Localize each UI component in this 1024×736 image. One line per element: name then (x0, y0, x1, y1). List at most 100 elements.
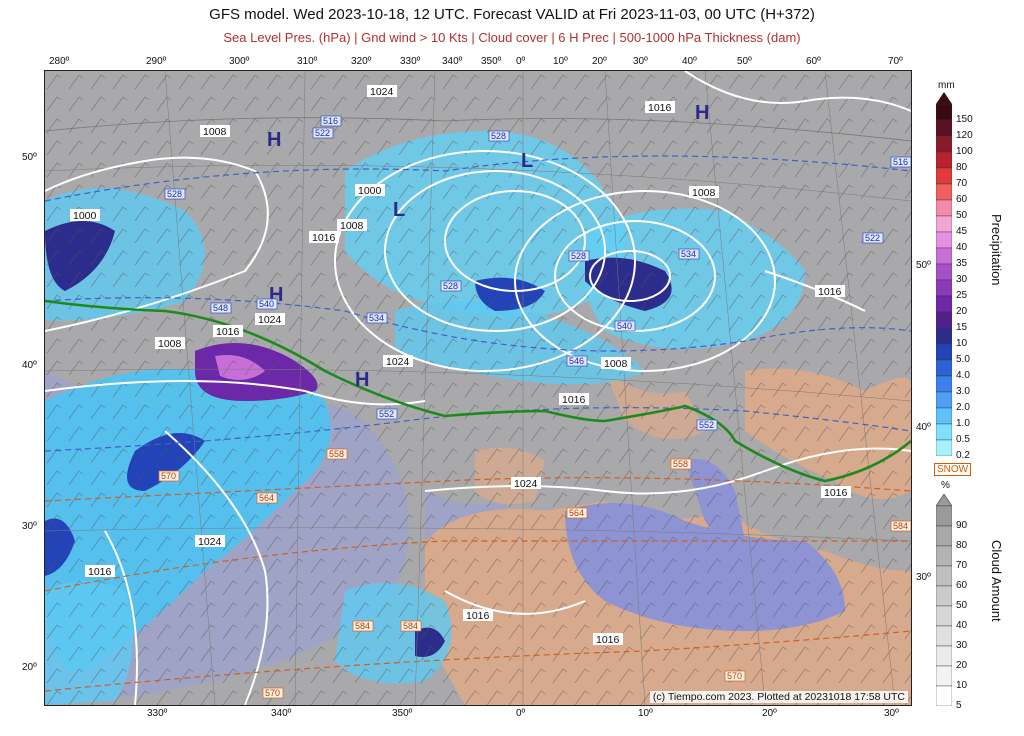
high-pressure-marker: H (695, 102, 709, 124)
isobar-label: 1008 (604, 358, 628, 370)
colorbar-swatch (936, 359, 952, 377)
snow-label: SNOW (934, 463, 972, 476)
thickness-label: 522 (315, 128, 330, 138)
colorbar-swatch (936, 625, 952, 647)
colorbar-swatch (936, 525, 952, 547)
colorbar-swatch (936, 151, 952, 169)
thickness-label: 534 (681, 249, 696, 259)
colorbar-level-label: 50 (956, 600, 968, 611)
isobar-label: 1008 (340, 220, 364, 232)
top-tick: 60º (806, 56, 821, 67)
thickness-label: 584 (355, 621, 370, 631)
colorbar-level-label: 45 (956, 226, 968, 237)
colorbar-level-label: 2.0 (956, 402, 970, 413)
isobar-label: 1024 (198, 536, 222, 548)
isobar-label: 1024 (370, 86, 394, 98)
colorbar-swatch (936, 565, 952, 587)
cloud-unit: % (941, 480, 950, 491)
thickness-label: 558 (329, 449, 344, 459)
colorbar-swatch (936, 505, 952, 527)
top-tick: 30º (633, 56, 648, 67)
colorbar-level-label: 3.0 (956, 386, 970, 397)
isobar-label: 1008 (692, 187, 716, 199)
colorbar-level-label: 40 (956, 242, 968, 253)
isobar-label: 1000 (358, 185, 382, 197)
colorbar-swatch (936, 135, 952, 153)
copyright-credit: (c) Tiempo.com 2023. Plotted at 20231018… (649, 691, 908, 703)
colorbar-swatch (936, 343, 952, 361)
colorbar-swatch (936, 439, 952, 456)
thickness-label: 516 (323, 116, 338, 126)
thickness-label: 548 (213, 303, 228, 313)
thickness-label: 564 (569, 508, 584, 518)
isobar-label: 1016 (824, 487, 848, 499)
colorbar-swatch (936, 311, 952, 329)
left-tick: 50º (22, 152, 37, 163)
isobar-label: 1016 (312, 232, 336, 244)
bottom-tick: 20º (762, 708, 777, 719)
colorbar-level-label: 5 (956, 700, 962, 711)
colorbar-swatch (936, 423, 952, 441)
colorbar-level-label: 0.2 (956, 450, 970, 461)
colorbar-level-label: 40 (956, 620, 968, 631)
colorbar-level-label: 20 (956, 660, 968, 671)
colorbar-swatch (936, 665, 952, 687)
bottom-tick: 10º (638, 708, 653, 719)
thickness-label: 570 (727, 671, 742, 681)
isobar-label: 1024 (514, 478, 538, 490)
precip-colorbar (936, 92, 952, 456)
precip-title: Precipitation (989, 214, 1004, 286)
cloud-colorbar (936, 494, 952, 706)
colorbar-swatch (936, 103, 952, 121)
isobar-label: 1000 (73, 210, 97, 222)
thickness-label: 584 (403, 621, 418, 631)
isobar-label: 1016 (466, 610, 490, 622)
right-tick: 50º (916, 260, 931, 271)
colorbar-swatch (936, 199, 952, 217)
cloud-title: Cloud Amount (989, 540, 1004, 622)
colorbar-swatch (936, 585, 952, 607)
isobar-label: 1024 (258, 314, 282, 326)
colorbar-level-label: 10 (956, 338, 968, 349)
colorbar-level-label: 50 (956, 210, 968, 221)
colorbar-swatch (936, 545, 952, 567)
top-tick: 310º (297, 56, 318, 67)
top-tick: 340º (442, 56, 463, 67)
colorbar-level-label: 1.0 (956, 418, 970, 429)
colorbar-swatch (936, 407, 952, 425)
thickness-label: 528 (571, 251, 586, 261)
colorbar-level-label: 90 (956, 520, 968, 531)
top-tick: 330º (400, 56, 421, 67)
left-tick: 30º (22, 521, 37, 532)
colorbar-level-label: 150 (956, 114, 973, 125)
isobar-label: 1016 (216, 326, 240, 338)
top-tick: 280º (49, 56, 70, 67)
thickness-label: 528 (443, 281, 458, 291)
precip-unit: mm (938, 80, 955, 91)
high-pressure-marker: H (267, 129, 281, 151)
colorbar-swatch (936, 279, 952, 297)
isobar-label: 1016 (88, 566, 112, 578)
top-tick: 50º (737, 56, 752, 67)
colorbar-level-label: 70 (956, 560, 968, 571)
high-pressure-marker: H (355, 369, 369, 391)
colorbar-swatch (936, 685, 952, 706)
low-pressure-marker: L (521, 150, 533, 172)
thickness-label: 522 (865, 233, 880, 243)
isobar-label: 1016 (562, 394, 586, 406)
thickness-label: 552 (699, 420, 714, 430)
colorbar-level-label: 20 (956, 306, 968, 317)
colorbar-level-label: 30 (956, 274, 968, 285)
thickness-label: 540 (617, 321, 632, 331)
colorbar-level-label: 0.5 (956, 434, 970, 445)
colorbar-swatch (936, 263, 952, 281)
weather-map: H H H H L L L 1024 1008 1000 1016 1008 1… (44, 70, 912, 706)
thickness-label: 552 (379, 409, 394, 419)
top-tick: 350º (481, 56, 502, 67)
colorbar-level-label: 25 (956, 290, 968, 301)
thickness-label: 516 (893, 157, 908, 167)
colorbar-swatch (936, 167, 952, 185)
thickness-label: 584 (893, 521, 908, 531)
top-tick: 20º (592, 56, 607, 67)
thickness-label: 534 (369, 313, 384, 323)
